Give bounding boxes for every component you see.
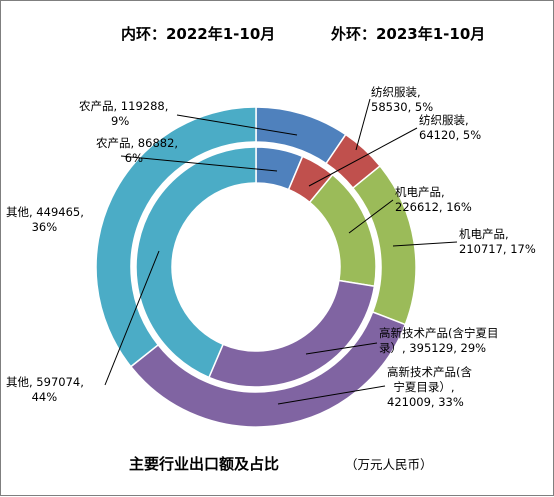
outer-leader-agri: [176, 114, 298, 136]
inner-label-other: 其他, 597074, 44%: [6, 375, 84, 404]
ring-slices: [95, 106, 417, 428]
outer-leader-textile: [355, 98, 371, 151]
inner-leader-other: [104, 250, 160, 386]
inner-leader-agri: [120, 155, 278, 172]
outer-label-textile: 纺织服装, 58530, 5%: [371, 85, 433, 114]
inner-label-agri: 农产品, 86882, 6%: [96, 136, 178, 165]
outer-leader-hitech: [277, 385, 386, 405]
outer-label-hitech: 高新技术产品(含宁夏目录）, 421009, 33%: [387, 365, 472, 409]
inner-label-textile: 纺织服装, 64120, 5%: [419, 113, 481, 142]
chart-title: 主要行业出口额及占比: [129, 455, 279, 473]
outer-slice-other: [95, 106, 257, 368]
inner-leader-hitech: [305, 342, 378, 355]
leader-lines: [104, 98, 458, 405]
outer-label-mech: 机电产品, 210717, 17%: [459, 227, 536, 256]
outer-ring-legend: 外环：2023年1-10月: [330, 25, 485, 43]
inner-ring-legend: 内环：2022年1-10月: [121, 25, 275, 43]
outer-label-other: 其他, 449465, 36%: [6, 205, 84, 234]
inner-leader-textile: [308, 127, 418, 187]
inner-leader-mech: [348, 199, 394, 234]
unit-label: （万元人民币）: [345, 457, 433, 472]
inner-label-mech: 机电产品, 226612, 16%: [395, 185, 472, 214]
inner-label-hitech: 高新技术产品(含宁夏目录）, 395129, 29%: [379, 326, 499, 355]
data-labels: 农产品, 86882, 6% 纺织服装, 64120, 5% 机电产品, 226612, …: [6, 85, 536, 409]
inner-slice-other: [135, 146, 257, 379]
outer-label-agri: 农产品, 119288, 9%: [79, 99, 168, 128]
outer-leader-mech: [392, 241, 458, 247]
